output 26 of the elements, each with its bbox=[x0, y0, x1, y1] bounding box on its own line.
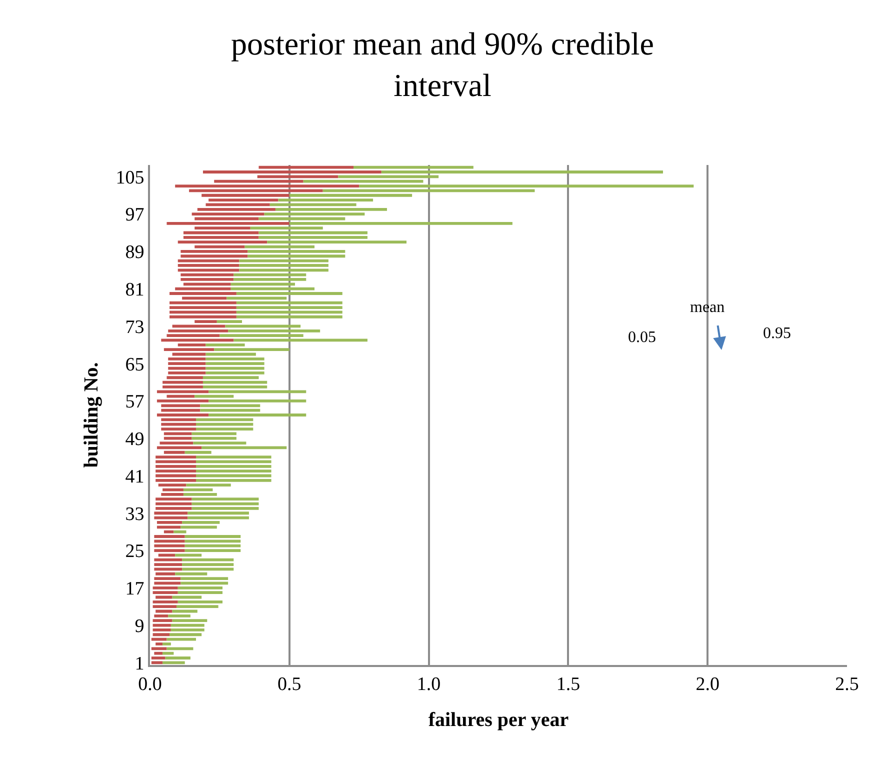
x-tick-label: 0.0 bbox=[138, 674, 162, 695]
y-tick-label: 41 bbox=[125, 466, 144, 488]
y-tick-label: 105 bbox=[116, 167, 144, 188]
x-tick-label: 2.0 bbox=[696, 674, 720, 695]
annotation: 0.95 bbox=[763, 325, 791, 342]
y-tick-label: 1 bbox=[134, 653, 144, 674]
x-tick-label: 1.5 bbox=[556, 674, 580, 695]
y-axis-title: building No. bbox=[80, 362, 103, 468]
y-tick-label: 9 bbox=[134, 616, 144, 637]
annotation: mean bbox=[690, 299, 725, 316]
y-tick-label: 73 bbox=[125, 316, 144, 338]
y-tick-label: 33 bbox=[125, 504, 144, 525]
x-tick-label: 1.0 bbox=[416, 674, 441, 695]
annotation: 0.05 bbox=[628, 329, 656, 346]
y-tick-label: 17 bbox=[125, 578, 144, 600]
y-tick-label: 97 bbox=[125, 204, 144, 226]
x-tick-label: 0.5 bbox=[278, 674, 302, 695]
y-tick-label: 81 bbox=[125, 279, 144, 300]
x-tick-label: 2.5 bbox=[835, 674, 859, 695]
y-tick-label: 65 bbox=[125, 354, 144, 376]
y-tick-label: 49 bbox=[125, 429, 144, 450]
y-tick-label: 25 bbox=[125, 541, 144, 562]
y-tick-label: 57 bbox=[125, 392, 144, 413]
chart-title: posterior mean and 90% credible interval bbox=[231, 25, 654, 104]
x-axis-title: failures per year bbox=[428, 708, 569, 731]
y-tick-label: 89 bbox=[125, 242, 144, 264]
